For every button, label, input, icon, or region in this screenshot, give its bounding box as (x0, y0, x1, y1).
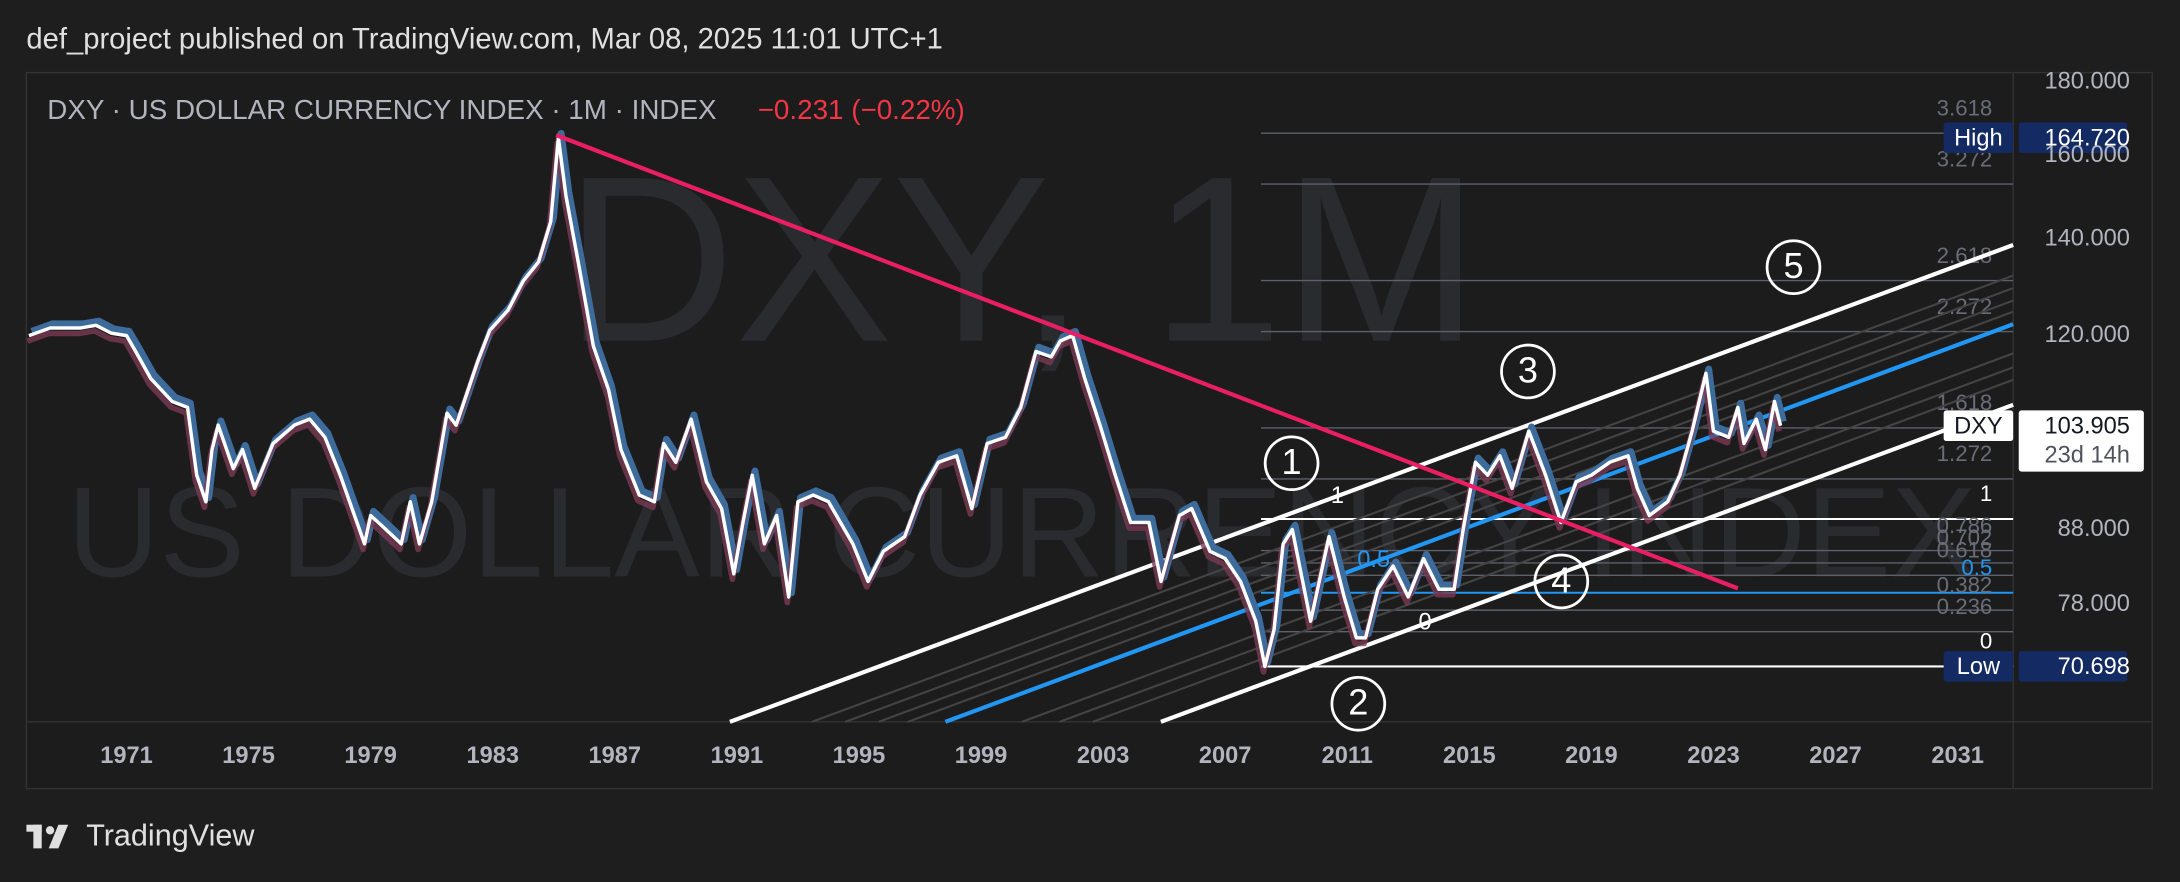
x-tick-label: 2019 (1565, 743, 1618, 769)
marker-name-box (1943, 410, 2014, 442)
plot (26, 129, 1787, 675)
wave-circle (1263, 435, 1320, 492)
fib-level-label: 1 (1980, 481, 1992, 506)
channel-inner-line (1092, 378, 2014, 723)
fib-level-label: 0.236 (1937, 594, 1993, 619)
marker-name: Low (1957, 654, 2001, 680)
wave-label: 2 (1348, 682, 1368, 723)
marker-name-box (1943, 651, 2014, 682)
legend: DXY · US DOLLAR CURRENCY INDEX · 1M · IN… (47, 94, 716, 125)
channel-inner-line (1059, 366, 2014, 723)
wave-label: 4 (1551, 559, 1571, 600)
header: def_project published on TradingView.com… (26, 23, 942, 55)
overlay: 1 0.5 0 1 2 3 4 5 High 164.720 Low 70.698 DXY 103.905… (1263, 122, 2144, 732)
fib-level-label: 0.618 (1937, 538, 1993, 563)
fib-level-label: 1.272 (1937, 441, 1993, 466)
x-tick-label: 2027 (1809, 743, 1862, 769)
trend-line (555, 133, 1739, 591)
logo-part (45, 826, 55, 835)
x-tick-label: 2003 (1077, 743, 1130, 769)
marker-value-box (2018, 122, 2128, 153)
channel-inner-line (811, 274, 2014, 723)
x-tick-label: 1999 (955, 743, 1008, 769)
y-tick-label: 160.000 (2045, 142, 2130, 168)
x-tick-label: 2023 (1687, 743, 1740, 769)
marker-name: High (1954, 125, 2003, 151)
wave-label: 1 (1282, 441, 1302, 482)
x-tick-label: 2007 (1199, 743, 1252, 769)
logo (26, 824, 69, 849)
wave-circle (1500, 343, 1556, 400)
logo-part (48, 824, 69, 849)
x-tick-label: 1979 (344, 743, 397, 769)
wave-circle (1765, 239, 1822, 296)
fib-level-label: 0.5 (1961, 555, 1992, 580)
fib-level-label: 0.786 (1937, 513, 1993, 538)
y-tick-label: 88.000 (2058, 516, 2130, 542)
x-tick-label: 2031 (1931, 743, 1984, 769)
y-tick-label: 78.000 (2058, 591, 2130, 617)
footer: TradingView (86, 818, 255, 852)
channel-inner-line (878, 299, 2014, 723)
watermark-subtitle: US DOLLAR CURRENCY INDEX (67, 461, 1976, 604)
wave-circle (1330, 675, 1387, 732)
marker-value: 70.698 (2058, 654, 2130, 680)
y-tick-label: 120.000 (2045, 322, 2130, 348)
x-tick-label: 1995 (833, 743, 886, 769)
channel-lower (1160, 402, 2014, 724)
marker-value-box (2018, 651, 2128, 682)
wave-circle (1533, 553, 1590, 610)
countdown: 23d 14h (2045, 443, 2130, 469)
x-tick-label: 1975 (222, 743, 275, 769)
channel-middle (944, 322, 2014, 724)
channel-inner-line (1021, 352, 2014, 723)
wave-label: 5 (1783, 245, 1803, 286)
wave-label: 3 (1518, 349, 1538, 390)
channel (729, 243, 2014, 724)
change: −0.231 (−0.22%) (758, 94, 965, 125)
channel-inner-line (844, 287, 2014, 723)
marker-name-box (1943, 122, 2014, 153)
channel-level-label: 0 (1418, 609, 1431, 635)
fib-level-label: 3.618 (1937, 95, 1993, 120)
fib-level-label: 0.382 (1937, 572, 1993, 597)
x-tick-label: 1983 (466, 743, 519, 769)
x-tick-label: 1991 (711, 743, 764, 769)
marker-value: 164.720 (2045, 125, 2130, 151)
fib-group: 3.6183.2722.6182.2721.6181.27210.7860.70… (1261, 95, 2014, 668)
fib-level-label: 0.702 (1937, 525, 1993, 550)
x-tick-label: 2011 (1322, 743, 1373, 769)
price-line (28, 135, 1783, 669)
watermark: DXY, 1M (564, 128, 1479, 392)
channel-level-label: 1 (1331, 483, 1344, 509)
channel-upper (729, 243, 2014, 724)
fib-level-label: 0 (1980, 629, 1992, 654)
logo-part (33, 824, 42, 849)
marker-value-box (2018, 410, 2144, 472)
x-tick-label: 2015 (1443, 743, 1496, 769)
x-tick-label: 1987 (589, 743, 642, 769)
marker-value: 103.905 (2045, 413, 2130, 439)
y-tick-label: 140.000 (2045, 226, 2130, 252)
marker-name: DXY (1954, 413, 2003, 439)
x-tick-label: 1971 (100, 743, 153, 769)
channel-level-label: 0.5 (1357, 547, 1390, 573)
y-tick-label: 180.000 (2045, 68, 2130, 94)
channel-inner-line (907, 310, 2014, 723)
